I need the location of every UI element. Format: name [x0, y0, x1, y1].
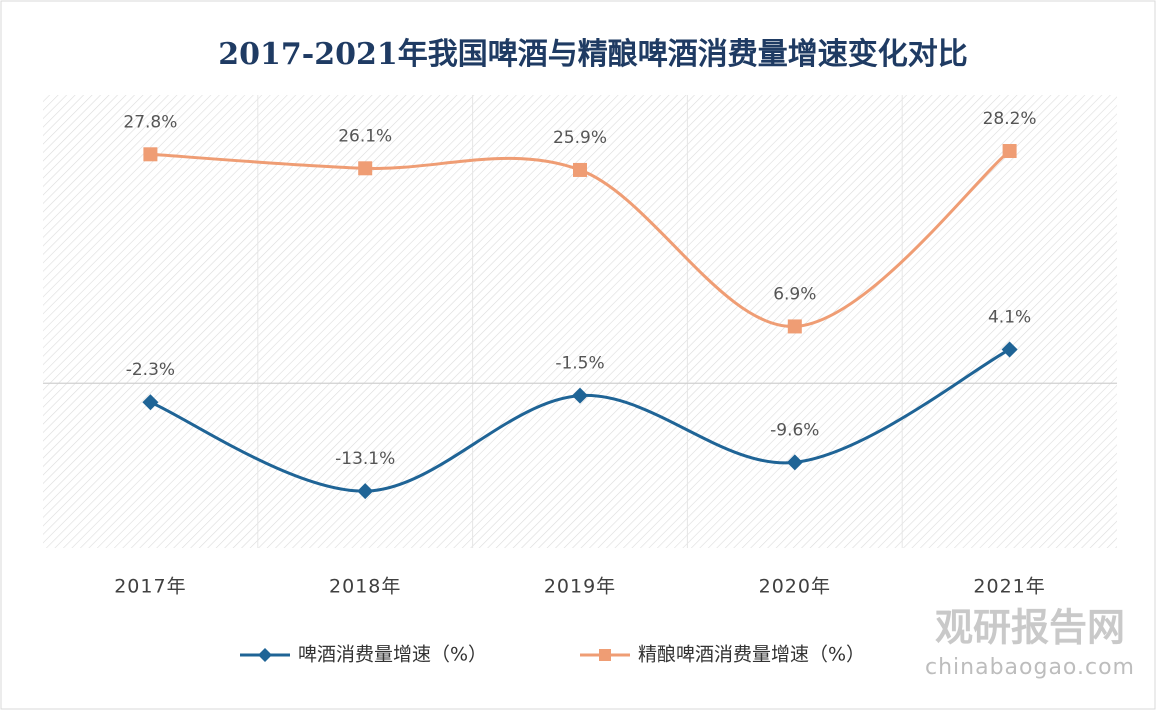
- value-label: -13.1%: [335, 449, 395, 469]
- point: [358, 161, 373, 176]
- point: [787, 319, 802, 334]
- point: [572, 387, 588, 404]
- value-label: 26.1%: [338, 126, 392, 146]
- point: [1002, 144, 1017, 159]
- point: [142, 394, 159, 411]
- chart-title: 2017-2021年我国啤酒与精酿啤酒消费量增速变化对比: [218, 37, 967, 72]
- watermark-name: 观研报告网: [935, 606, 1125, 650]
- x-tick-label: 2018年: [329, 576, 401, 598]
- value-label: 27.8%: [123, 112, 177, 132]
- point: [357, 483, 374, 500]
- value-label: 25.9%: [553, 128, 607, 148]
- x-tick-label: 2020年: [759, 576, 831, 598]
- plot-area: [43, 95, 1117, 548]
- value-label: -1.5%: [555, 354, 604, 374]
- legend-label: 啤酒消费量增速（%）: [298, 644, 487, 666]
- point: [573, 162, 587, 177]
- watermark-url: chinabaogao.com: [925, 655, 1135, 680]
- legend-label: 精酿啤酒消费量增速（%）: [638, 644, 865, 666]
- legend-marker: [258, 648, 272, 662]
- x-tick-label: 2021年: [973, 576, 1045, 598]
- point: [1001, 341, 1018, 358]
- value-label: 28.2%: [983, 109, 1037, 129]
- value-label: 6.9%: [773, 284, 816, 304]
- value-label: 4.1%: [988, 308, 1031, 328]
- x-tick-label: 2017年: [114, 576, 186, 598]
- line: [150, 149, 1011, 328]
- point: [786, 454, 803, 471]
- legend-marker: [599, 649, 611, 661]
- point: [143, 147, 158, 162]
- value-label: -2.3%: [126, 360, 175, 380]
- value-label: -9.6%: [770, 420, 819, 440]
- x-tick-label: 2019年: [544, 576, 616, 598]
